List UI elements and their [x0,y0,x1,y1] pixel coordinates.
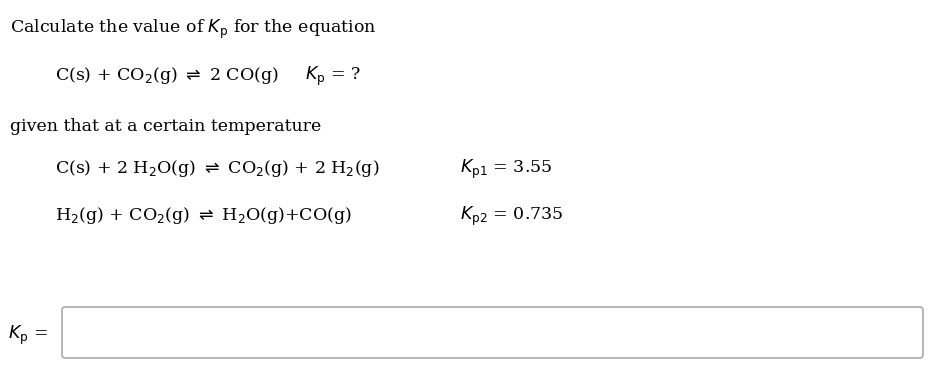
Text: C(s) + 2 H$_2$O(g) $\rightleftharpoons$ CO$_2$(g) + 2 H$_2$(g): C(s) + 2 H$_2$O(g) $\rightleftharpoons$ … [55,158,379,179]
Text: given that at a certain temperature: given that at a certain temperature [10,118,321,135]
Text: $K_\mathrm{p1}$ = 3.55: $K_\mathrm{p1}$ = 3.55 [460,158,552,181]
Text: C(s) + CO$_2$(g) $\rightleftharpoons$ 2 CO(g): C(s) + CO$_2$(g) $\rightleftharpoons$ 2 … [55,65,278,86]
Text: Calculate the value of $K_\mathrm{p}$ for the equation: Calculate the value of $K_\mathrm{p}$ fo… [10,18,376,41]
Text: H$_2$(g) + CO$_2$(g) $\rightleftharpoons$ H$_2$O(g)+CO(g): H$_2$(g) + CO$_2$(g) $\rightleftharpoons… [55,205,352,226]
Text: $K_\mathrm{p2}$ = 0.735: $K_\mathrm{p2}$ = 0.735 [460,205,563,228]
FancyBboxPatch shape [62,307,923,358]
Text: $K_\mathrm{p}$ =: $K_\mathrm{p}$ = [8,323,48,346]
Text: $K_\mathrm{p}$ = ?: $K_\mathrm{p}$ = ? [305,65,361,88]
